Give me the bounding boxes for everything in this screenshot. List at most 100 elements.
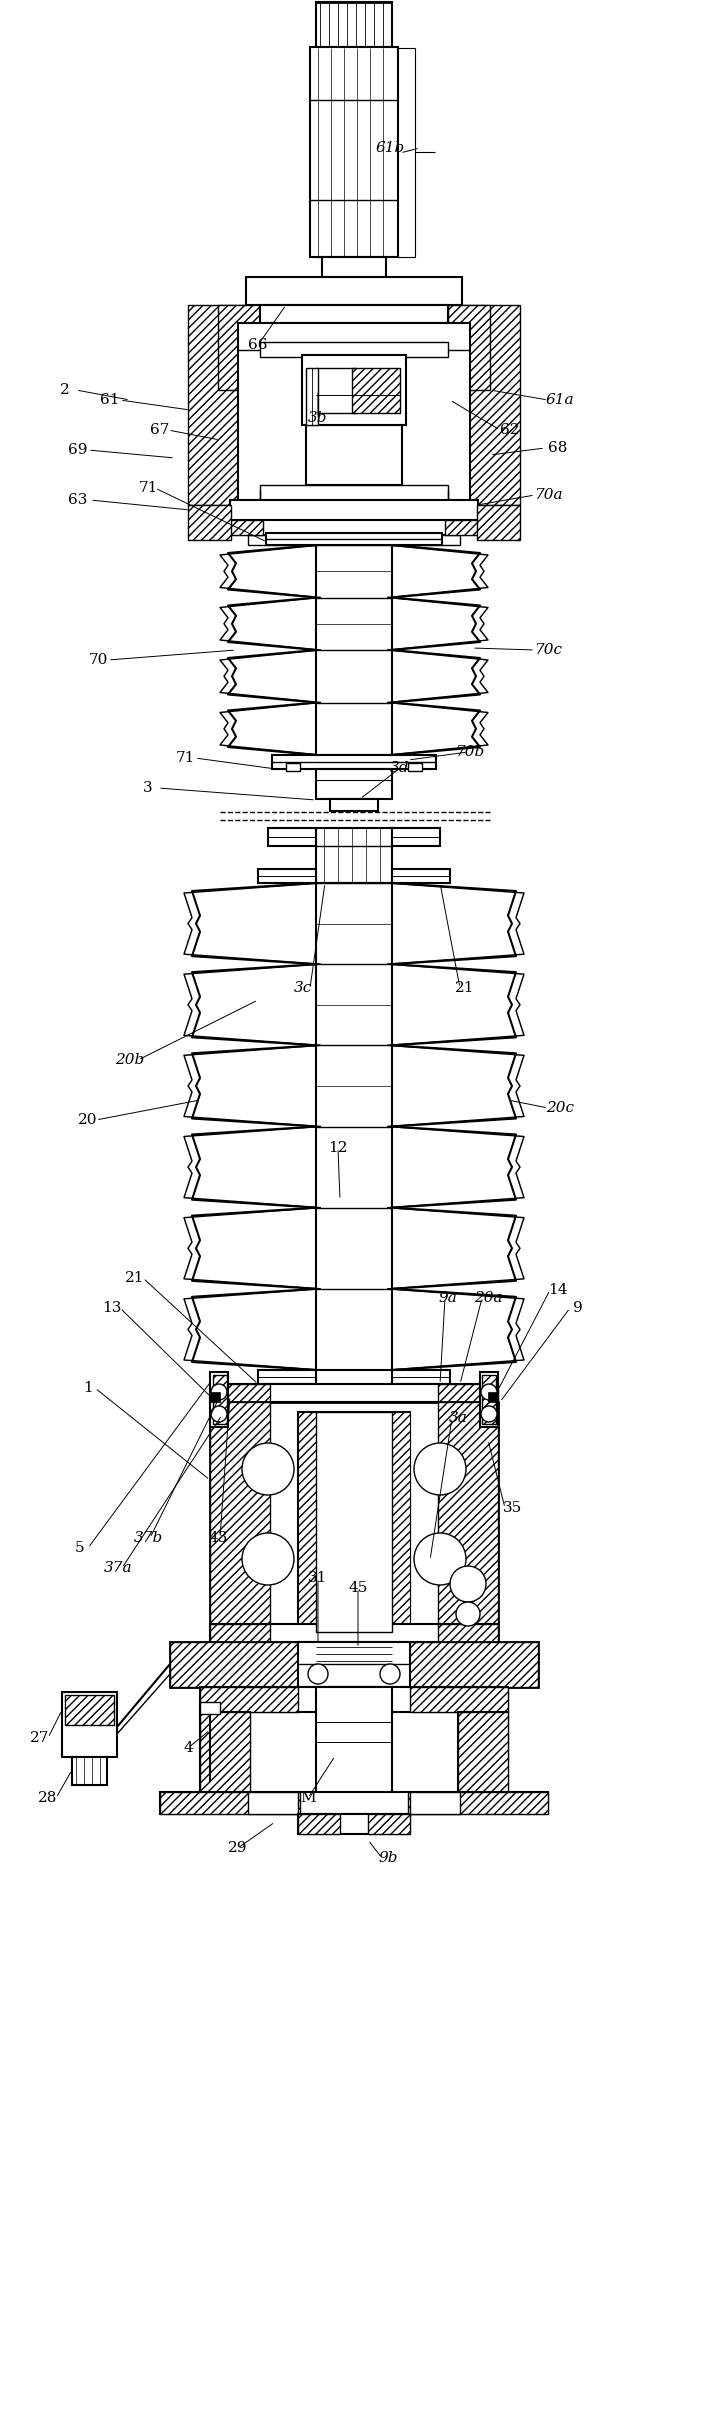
Bar [408,1792,548,1814]
Bar [218,305,260,390]
Circle shape [211,1407,227,1422]
Bar [248,535,460,545]
Text: 21: 21 [125,1272,144,1286]
Bar [260,484,448,504]
Bar [458,1712,508,1792]
Text: 5: 5 [75,1540,85,1555]
Bar [438,1383,498,1402]
Bar [310,46,398,257]
Bar [482,1376,496,1424]
Text: 37a: 37a [103,1562,132,1574]
Text: 3: 3 [143,780,153,794]
Bar [392,869,450,884]
Bar [316,545,392,756]
Bar [258,869,316,884]
Bar [410,1792,460,1814]
Bar [200,1712,250,1792]
Bar [298,1814,410,1833]
Text: 45: 45 [348,1582,367,1596]
Bar [160,1792,300,1814]
Bar [316,2,392,46]
Text: 21: 21 [455,981,475,995]
Bar [170,1642,538,1688]
Bar [438,1402,498,1642]
Bar [210,1402,498,1642]
Bar [445,521,490,535]
Text: 3d: 3d [390,761,410,775]
Bar [210,1383,270,1402]
Bar [72,1756,107,1785]
Text: 71: 71 [176,751,195,765]
Bar [302,356,406,424]
Bar [298,1814,340,1833]
Bar [286,763,300,770]
Bar [330,799,378,811]
Text: 68: 68 [548,441,568,455]
Bar [160,1792,548,1814]
Bar [260,305,448,322]
Bar [210,1383,498,1402]
Circle shape [414,1444,466,1494]
Bar [306,424,402,484]
Bar [210,1625,270,1642]
Text: 20b: 20b [115,1054,144,1068]
Bar [298,1412,410,1632]
Bar [213,1376,227,1424]
Circle shape [414,1533,466,1584]
Text: 69: 69 [68,443,88,458]
Circle shape [242,1533,294,1584]
Text: 9b: 9b [378,1850,398,1865]
Bar [210,1402,270,1642]
Bar [382,1412,410,1632]
Text: 12: 12 [329,1141,348,1155]
Bar [480,1371,498,1427]
Text: 27: 27 [30,1732,50,1744]
Bar [268,828,316,845]
Bar [170,1642,310,1688]
Bar [477,506,520,540]
Circle shape [481,1407,497,1422]
Text: 28: 28 [38,1790,57,1804]
Text: 13: 13 [103,1301,122,1315]
Bar [316,368,356,414]
Bar [448,305,490,390]
Bar [210,1625,498,1642]
Bar [316,828,392,884]
Text: 9: 9 [573,1301,583,1315]
Text: 71: 71 [138,482,158,494]
Bar [298,1642,410,1688]
Bar [258,1371,316,1383]
Text: 63: 63 [68,494,88,506]
Circle shape [308,1664,328,1683]
Bar [448,305,520,506]
Bar [62,1693,117,1756]
Circle shape [242,1444,294,1494]
Bar [218,521,263,535]
Text: 14: 14 [548,1284,568,1298]
Circle shape [211,1383,227,1400]
Text: M: M [300,1790,316,1804]
Text: 20c: 20c [546,1102,574,1114]
Bar [392,1371,450,1383]
Text: 9a: 9a [438,1291,457,1305]
Circle shape [450,1567,486,1601]
Text: 20: 20 [79,1114,98,1126]
Bar [408,763,422,770]
Text: 70: 70 [88,654,108,666]
Bar [200,1703,220,1715]
Circle shape [481,1383,497,1400]
Bar [210,1371,228,1427]
Bar [200,1688,508,1712]
Text: 20a: 20a [474,1291,502,1305]
Bar [248,1792,298,1814]
Bar [458,1712,508,1792]
Bar [392,828,440,845]
Bar [298,1412,326,1632]
Text: 3a: 3a [449,1412,467,1424]
Text: 61: 61 [101,392,120,407]
Bar [210,1393,220,1402]
Bar [488,1393,498,1402]
Bar [316,1688,392,1802]
Text: 66: 66 [249,339,268,351]
Bar [266,533,442,545]
